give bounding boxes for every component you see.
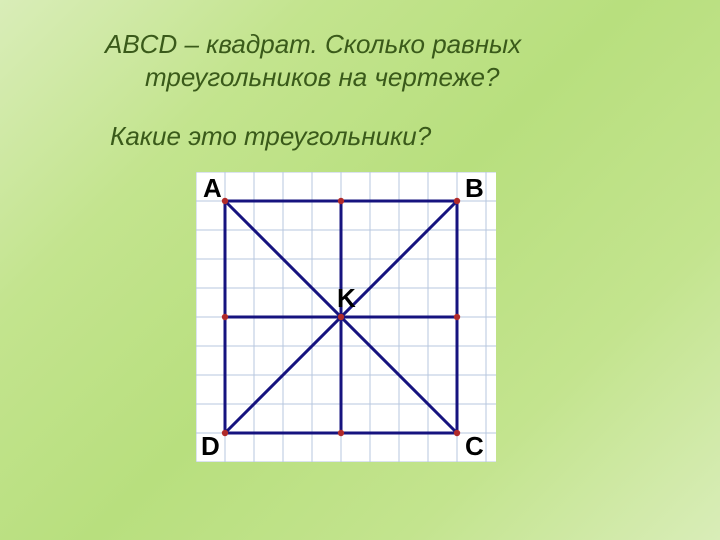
label-A: A [203, 173, 222, 203]
geometry-figure: A B C D K [196, 172, 496, 462]
label-K: K [337, 283, 356, 313]
question-1: ABCD – квадрат. Сколько равных треугольн… [105, 28, 625, 93]
slide: ABCD – квадрат. Сколько равных треугольн… [0, 0, 720, 540]
question-1-line-1: ABCD – квадрат. Сколько равных [105, 28, 625, 61]
question-2: Какие это треугольники? [110, 120, 630, 153]
question-1-line-2: треугольников на чертеже? [105, 61, 625, 94]
label-B: B [465, 173, 484, 203]
label-C: C [465, 431, 484, 461]
geometry-svg: A B C D K [196, 172, 496, 462]
label-D: D [201, 431, 220, 461]
